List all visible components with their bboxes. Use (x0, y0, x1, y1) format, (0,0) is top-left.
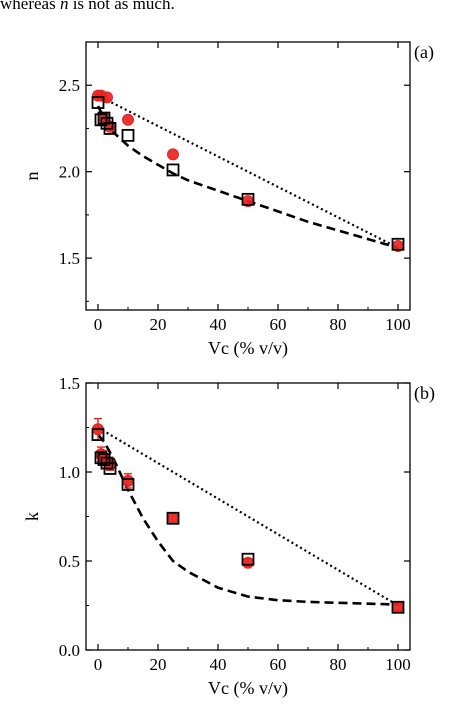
panel-a-xtick-label: 40 (210, 315, 227, 334)
panel-b-dotted-line (97, 426, 399, 607)
panel-a-xlabel: Vc (% v/v) (208, 338, 288, 359)
panel-a-square-point (121, 128, 135, 142)
panel-a-square-point (166, 163, 180, 177)
panel-b-square-point (91, 428, 105, 442)
panel-b-ytick-label: 1.0 (59, 463, 80, 482)
panel-b-xlabel: Vc (% v/v) (208, 678, 288, 699)
panel-b-square-point (103, 462, 117, 475)
panel-a-ytick-label: 2.5 (59, 76, 80, 95)
panel-a-xtick-label: 60 (270, 315, 287, 334)
panel-b-square-point (391, 600, 405, 614)
panel-a-label: (a) (414, 42, 434, 63)
panel-b-dashed-line (97, 433, 399, 606)
figure-caption-fragment: whereas n is not as much. (0, 0, 175, 14)
panel-a-square-point (391, 237, 405, 251)
panel-b-ytick-label: 0.0 (59, 641, 80, 660)
panel-b-square-point (241, 552, 255, 566)
panel-a-ytick-label: 2.0 (59, 163, 80, 182)
panel-b-xtick-label: 80 (330, 655, 347, 674)
panel-b-xtick-label: 100 (385, 655, 411, 674)
caption-prefix: whereas (0, 0, 60, 13)
panel-b-xtick-label: 0 (94, 655, 103, 674)
panel-a-xtick-label: 80 (330, 315, 347, 334)
panel-a-square-point (103, 122, 117, 135)
panel-b-ytick-label: 1.5 (59, 374, 80, 393)
panel-a-square-point (241, 192, 255, 206)
panel-b-circle-point (167, 512, 179, 525)
panel-a-dashed-line (96, 105, 399, 250)
panel-b-circle-point (122, 474, 134, 487)
panel-a-xtick-label: 20 (150, 315, 167, 334)
panel-a-dotted-line (97, 94, 399, 249)
panel-b-xtick-label: 40 (210, 655, 227, 674)
panel-a-xtick-label: 0 (94, 315, 103, 334)
panel-a-ylabel: n (22, 172, 42, 181)
panel-a-ytick-label: 1.5 (59, 249, 80, 268)
panel-b-ylabel: k (22, 512, 42, 521)
panel-a-square-point (91, 96, 105, 109)
panel-a-xtick-label: 100 (385, 315, 411, 334)
panel-a-circle-point (167, 148, 179, 161)
panel-b-label: (b) (414, 383, 435, 404)
panel-b-circle-point (242, 556, 254, 569)
panel-b-square-point (121, 478, 135, 491)
caption-variable: n (59, 0, 69, 13)
panel-b-ytick-label: 0.5 (59, 552, 80, 571)
panel-b-circle-point (392, 601, 404, 614)
panel-b-xtick-label: 20 (150, 655, 167, 674)
panel-a-circle-point (122, 113, 134, 126)
panel-a-axes-frame (85, 41, 411, 311)
panel-b-axes-frame (85, 382, 411, 651)
caption-suffix: is not as much. (68, 0, 175, 13)
panel-b-xtick-label: 60 (270, 655, 287, 674)
panel-b-square-point (166, 511, 180, 525)
